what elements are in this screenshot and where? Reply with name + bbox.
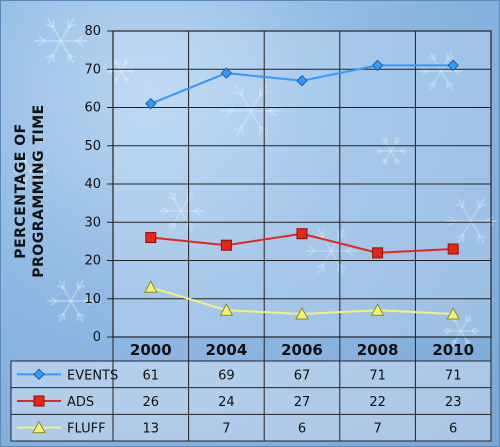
legend-marker-ads [33,395,45,407]
data-label-events: 71 [369,368,386,383]
snowflake-icon [445,197,497,245]
snowflake-icon [375,136,407,166]
data-label-ads: 23 [445,395,462,410]
y-tick-label: 50 [84,139,101,154]
data-point-events [447,59,459,72]
snowflake-icon [221,84,281,138]
y-tick-label: 0 [93,330,101,345]
data-point-ads [372,247,384,259]
y-tick-label: 40 [84,177,101,192]
y-tick-label: 80 [84,24,101,39]
legend-marker-events [33,368,45,381]
x-tick-label: 2004 [206,341,248,359]
data-label-ads: 22 [369,395,386,410]
data-table [10,360,492,442]
x-tick-label: 2010 [432,341,474,359]
data-label-fluff: 7 [222,422,230,437]
legend-label-events: EVENTS [67,368,118,383]
x-tick-label: 2008 [357,341,399,359]
snowflake-icon [159,191,203,231]
data-point-fluff [219,303,234,316]
data-point-events [296,75,308,87]
data-point-ads [220,239,232,251]
data-label-fluff: 13 [143,422,160,437]
legend-marker-fluff [32,420,46,434]
x-tick-label: 2006 [281,341,323,359]
snowflake-icon [47,279,95,323]
data-point-events [220,67,233,79]
data-label-fluff: 7 [373,422,381,437]
data-point-ads [447,243,459,255]
data-point-events [145,97,157,110]
y-tick-label: 60 [84,101,101,116]
y-tick-label: 20 [84,254,101,269]
y-tick-label: 70 [84,62,101,77]
legend-label-fluff: FLUFF [67,422,106,437]
data-point-events [371,59,384,72]
y-tick-label: 30 [84,215,101,230]
snowflake-icon [13,154,49,188]
data-point-fluff [295,307,309,320]
x-tick-label: 2000 [130,341,172,359]
data-label-ads: 27 [294,395,311,410]
snowflake-icon [35,17,87,65]
data-label-events: 61 [143,368,160,383]
y-tick-label: 10 [84,292,101,307]
data-point-fluff [370,303,385,316]
data-label-events: 71 [445,368,462,383]
data-label-fluff: 6 [449,422,457,437]
data-point-ads [296,228,308,240]
data-point-fluff [446,307,461,320]
data-label-events: 67 [294,368,311,383]
snowflake-icon [419,51,463,91]
data-point-fluff [143,280,158,293]
data-label-events: 69 [218,368,235,383]
data-label-ads: 26 [143,395,160,410]
legend-label-ads: ADS [67,395,94,410]
data-point-ads [145,232,157,244]
data-label-ads: 24 [218,395,235,410]
data-label-fluff: 6 [298,422,306,437]
